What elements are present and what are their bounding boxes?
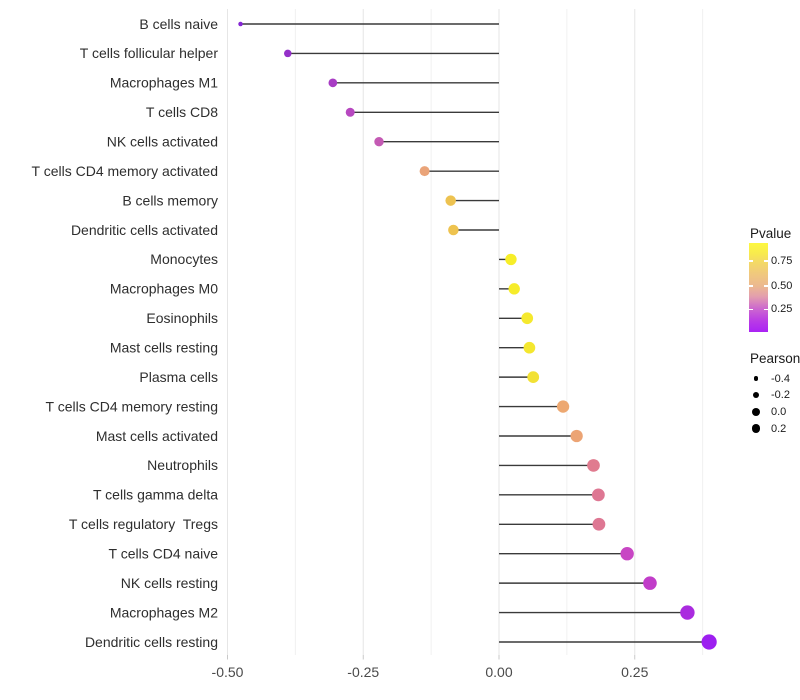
pearson-size-dot [751, 424, 761, 433]
x-axis: -0.50 -0.25 0.00 0.25 [212, 655, 649, 680]
lollipop-dots [238, 21, 717, 650]
pvalue-tick-label: 0.50 [771, 279, 793, 292]
y-axis-label: T cells regulatory Tregs [69, 516, 218, 532]
x-axis-tick-label: 0.25 [621, 664, 648, 680]
lollipop-dot [521, 312, 534, 325]
lollipop-dot [592, 517, 606, 531]
lollipop-dot [591, 488, 605, 502]
y-axis-label: Eosinophils [146, 310, 218, 326]
y-axis-label: NK cells activated [107, 134, 218, 150]
y-axis-label: T cells CD4 memory activated [32, 163, 218, 179]
pvalue-gradient-tick [749, 284, 753, 287]
lollipop-dot [284, 49, 292, 58]
lollipop-dot [570, 429, 583, 443]
lollipop-dot [680, 605, 695, 620]
y-axis-label: Macrophages M0 [110, 281, 218, 297]
gridlines-major [227, 9, 636, 655]
lollipop-dot [419, 166, 430, 177]
lollipop-dot [701, 634, 717, 650]
y-axis-label: Macrophages M1 [110, 75, 218, 91]
lollipop-dot [620, 547, 634, 561]
lollipop-dot [448, 224, 459, 236]
y-axis-label: Monocytes [150, 251, 218, 267]
lollipop-dot [643, 576, 657, 590]
y-axis-label: Plasma cells [139, 369, 218, 385]
lollipop-stems [240, 23, 710, 643]
x-axis-tick-label: 0.00 [485, 664, 512, 680]
y-axis-label: B cells naive [139, 16, 218, 32]
pvalue-gradient-tick [763, 260, 768, 262]
lollipop-dot [556, 400, 570, 413]
y-axis-label: Mast cells resting [110, 340, 218, 356]
lollipop-dot [527, 371, 540, 384]
pvalue-tick-label: 0.75 [771, 254, 793, 267]
pvalue-gradient-tick [749, 260, 753, 262]
pvalue-gradient-tick [763, 308, 768, 311]
lollipop-dot [523, 341, 536, 354]
pearson-size-label: -0.4 [771, 372, 790, 385]
x-axis-tick-label: -0.50 [212, 664, 244, 680]
lollipop-dot [508, 283, 520, 295]
legend-pvalue-title: Pvalue [750, 226, 792, 241]
y-axis-label: Dendritic cells activated [71, 222, 218, 238]
y-axis-label: B cells memory [122, 192, 218, 208]
gridlines-minor [294, 9, 704, 655]
pvalue-gradient-tick [763, 284, 768, 287]
y-axis-label: NK cells resting [121, 575, 218, 591]
y-axis-label: T cells gamma delta [93, 487, 218, 503]
pearson-size-label: 0.0 [771, 405, 787, 418]
legend-pearson-title: Pearson [750, 351, 800, 366]
y-axis-label: T cells CD4 memory resting [46, 398, 218, 414]
pearson-size-dot [753, 376, 759, 381]
y-axis-label: T cells follicular helper [80, 45, 219, 61]
pvalue-tick-label: 0.25 [771, 303, 793, 316]
lollipop-dot [587, 459, 600, 472]
lollipop-dot [374, 137, 384, 147]
pearson-size-label: -0.2 [771, 389, 790, 402]
pvalue-gradient-tick [749, 308, 753, 311]
y-axis-label: Dendritic cells resting [85, 634, 218, 650]
pearson-size-dot [752, 392, 760, 399]
pearson-size-dot [752, 407, 760, 416]
lollipop-dot [328, 78, 338, 88]
y-axis-label: Neutrophils [147, 457, 218, 473]
y-axis-label: Mast cells activated [96, 428, 218, 444]
y-axis-label: T cells CD8 [146, 104, 218, 120]
y-axis-label: T cells CD4 naive [109, 546, 219, 562]
lollipop-dot [445, 195, 456, 206]
y-axis-labels: B cells naive T cells follicular helper Ma… [32, 16, 219, 650]
lollipop-dot [505, 253, 517, 266]
pvalue-gradient-bar [749, 243, 768, 332]
x-axis-tick-label: -0.25 [347, 664, 379, 680]
lollipop-dot [345, 107, 355, 117]
pearson-size-label: 0.2 [771, 422, 787, 435]
y-axis-label: Macrophages M2 [110, 604, 218, 620]
lollipop-dot [238, 21, 243, 27]
